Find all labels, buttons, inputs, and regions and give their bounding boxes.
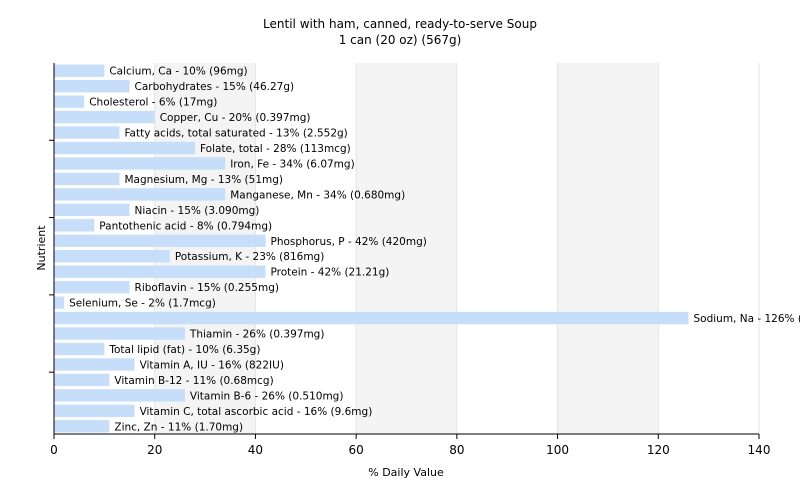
bar-label: Copper, Cu - 20% (0.397mg) xyxy=(160,112,311,124)
bar-label: Carbohydrates - 15% (46.27g) xyxy=(135,81,295,93)
bar xyxy=(54,80,130,93)
grid-band xyxy=(456,63,558,434)
bar-label: Thiamin - 26% (0.397mg) xyxy=(189,329,325,341)
bar xyxy=(54,265,266,278)
bar-label: Magnesium, Mg - 13% (51mg) xyxy=(124,174,283,186)
bar xyxy=(54,219,95,232)
grid-band xyxy=(557,63,659,434)
bar xyxy=(54,64,105,77)
bar-label: Riboflavin - 15% (0.255mg) xyxy=(135,282,279,294)
bar-label: Fatty acids, total saturated - 13% (2.55… xyxy=(124,128,347,140)
bar-label: Phosphorus, P - 42% (420mg) xyxy=(271,236,427,248)
bar-label: Total lipid (fat) - 10% (6.35g) xyxy=(108,344,260,356)
bar xyxy=(54,188,226,201)
axis-layer: 0 20 40 60 80 100 120 140 xyxy=(49,63,770,457)
grid-band xyxy=(658,63,759,434)
bar xyxy=(54,95,85,108)
bar-label: Manganese, Mn - 34% (0.680mg) xyxy=(230,189,405,201)
chart-title: Lentil with ham, canned, ready-to-serve … xyxy=(263,17,537,31)
bar xyxy=(54,311,689,325)
bar xyxy=(54,420,110,433)
bar-label: Cholesterol - 6% (17mg) xyxy=(89,97,217,109)
bar xyxy=(54,327,185,340)
bar-label: Folate, total - 28% (113mcg) xyxy=(200,143,351,155)
bar-label: Vitamin B-12 - 11% (0.68mcg) xyxy=(114,375,273,387)
bar xyxy=(54,373,110,387)
grid-layer xyxy=(54,63,760,434)
bar xyxy=(54,342,105,356)
x-tick-label: 20 xyxy=(147,443,162,457)
bar xyxy=(54,250,170,263)
bar-label: Zinc, Zn - 11% (1.70mg) xyxy=(114,421,243,433)
bar-label: Pantothenic acid - 8% (0.794mg) xyxy=(99,220,272,232)
bar-label: Vitamin B-6 - 26% (0.510mg) xyxy=(190,390,344,402)
grid-band xyxy=(356,63,457,434)
bar-label: Vitamin C, total ascorbic acid - 16% (9.… xyxy=(140,406,373,418)
bar xyxy=(54,141,195,155)
bar-label: Selenium, Se - 2% (1.7mcg) xyxy=(69,298,216,310)
bar-label: Niacin - 15% (3.090mg) xyxy=(135,205,260,217)
x-axis-title: % Daily Value xyxy=(368,466,444,479)
chart-subtitle: 1 can (20 oz) (567g) xyxy=(339,33,462,47)
x-tick-label: 100 xyxy=(546,443,569,457)
x-tick-label: 140 xyxy=(748,443,771,457)
bar xyxy=(54,404,135,417)
x-tick-label: 40 xyxy=(248,443,263,457)
bar xyxy=(54,172,120,186)
bar-label: Potassium, K - 23% (816mg) xyxy=(175,251,325,263)
bar xyxy=(54,234,266,247)
bar xyxy=(54,280,130,294)
x-tick-label: 0 xyxy=(50,443,58,457)
bar-label: Vitamin A, IU - 16% (822IU) xyxy=(140,359,284,371)
bar xyxy=(54,126,120,139)
bar-label: Protein - 42% (21.21g) xyxy=(271,267,390,279)
bar xyxy=(54,157,226,170)
grid-band xyxy=(54,63,155,434)
x-tick-label: 120 xyxy=(647,443,670,457)
bar-label: Sodium, Na - 126% (3016mg) xyxy=(694,313,800,325)
bar xyxy=(54,389,185,402)
bars-layer: Calcium, Ca - 10% (96mg) Carbohydrates - … xyxy=(54,64,800,433)
grid-band xyxy=(154,63,256,434)
bar-label: Calcium, Ca - 10% (96mg) xyxy=(109,66,247,78)
bar xyxy=(54,296,65,309)
bar xyxy=(54,110,155,124)
x-tick-label: 60 xyxy=(349,443,364,457)
bar-label: Iron, Fe - 34% (6.07mg) xyxy=(230,158,354,170)
bar xyxy=(54,203,130,217)
grid-band xyxy=(255,63,357,434)
y-axis-title: Nutrient xyxy=(35,225,48,271)
bar xyxy=(54,358,135,371)
x-tick-label: 80 xyxy=(449,443,464,457)
